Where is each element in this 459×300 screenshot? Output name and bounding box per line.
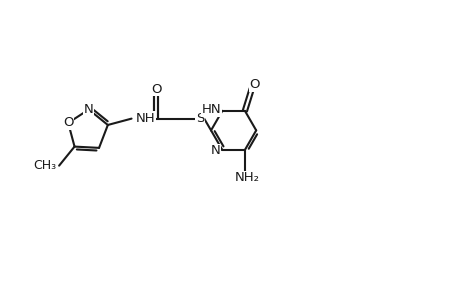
Text: NH₂: NH₂ <box>234 171 259 184</box>
Text: O: O <box>151 83 161 96</box>
Text: N: N <box>210 144 220 158</box>
Text: NH: NH <box>135 112 155 125</box>
Text: HN: HN <box>202 103 221 116</box>
Text: O: O <box>63 116 73 129</box>
Text: O: O <box>249 78 259 91</box>
Text: S: S <box>196 112 204 125</box>
Text: N: N <box>84 103 94 116</box>
Text: CH₃: CH₃ <box>33 159 56 172</box>
